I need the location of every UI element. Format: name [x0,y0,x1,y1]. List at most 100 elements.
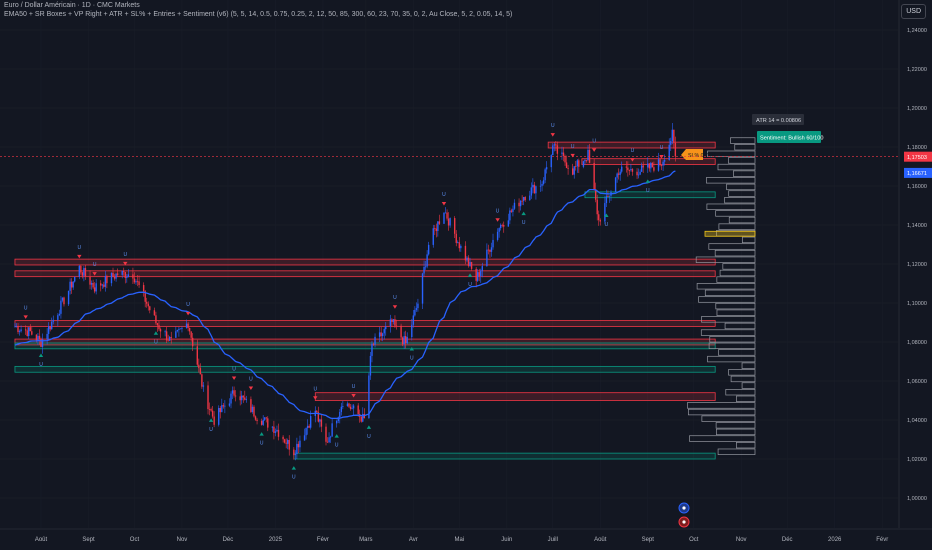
signal-letter: U [367,434,371,440]
volume-profile-row [715,302,756,310]
volume-profile-row [718,349,756,356]
candle-body [544,169,546,181]
candle-body [434,228,436,230]
candle-body [293,449,295,456]
volume-profile-row [724,196,756,204]
ema-line [14,170,676,420]
time-tick-label: Févr [317,537,329,543]
candle-body [165,331,168,341]
time-tick-label: Nov [736,537,747,543]
candle-body [271,426,274,428]
candle-body [411,324,413,338]
candle-body [155,315,157,324]
candle-body [104,276,107,287]
candle-body [31,331,33,335]
signal-letter: U [93,262,97,268]
candle-body [404,336,407,344]
candle-body [556,145,559,154]
candle-body [93,287,96,292]
time-tick-label: Juin [501,537,512,543]
candle-body [545,167,548,170]
sell-marker [570,153,575,158]
candle-body [123,270,125,272]
volume-profile-row [719,269,756,277]
time-tick-label: Août [35,537,48,543]
candle-body [178,328,180,330]
candle-body [571,168,574,175]
candle-body [41,339,44,347]
candle-body [438,221,441,224]
candle-body [115,273,117,279]
candle-body [61,297,64,301]
candle-body [637,174,640,176]
sell-marker [92,272,97,276]
candle-body [198,364,200,369]
candle-body [35,334,38,341]
candle-body [564,156,566,163]
candle-body [357,405,359,415]
candle-body [650,162,652,169]
sell-marker [123,261,128,266]
volume-profile-row [707,150,756,157]
candle-body [522,197,525,201]
buy-marker [38,353,44,357]
candle-body [84,268,87,277]
candle-body [371,343,373,356]
volume-profile-row [688,408,756,416]
candle-body [46,333,48,340]
candle-body [598,214,600,221]
candle-body [535,186,537,194]
candle-body [576,160,578,167]
currency-button[interactable]: USD [901,4,926,19]
candle-body [444,212,447,214]
candle-body [599,220,601,222]
candle-body [124,271,126,279]
candle-body [126,276,128,279]
candle-body [159,329,162,332]
candle-body [352,405,355,409]
candle-body [406,337,408,344]
candle-body [100,283,102,286]
candle-body [103,284,105,287]
candle-body [135,281,137,283]
time-tick-label: Sept [642,537,655,543]
candle-body [492,239,494,248]
volume-profile-row [722,263,756,270]
resistance-box [581,158,716,165]
candle-body [78,265,81,277]
candle-body [309,416,312,428]
candle-body [185,323,188,328]
ema-price-tag-bg [904,167,932,178]
signal-letter: U [352,384,356,390]
candle-body [481,266,483,271]
volume-profile-row [728,216,756,224]
candle-body [368,375,370,419]
candle-body [228,403,231,406]
buy-marker [259,432,264,436]
candle-body [40,338,42,347]
resistance-box [14,320,716,327]
volume-profile-row [707,355,756,363]
signal-letter: U [551,123,555,129]
candle-body [651,162,654,168]
price-tick-label: 1,24000 [907,28,927,34]
candle-body [670,140,672,145]
buy-marker [604,213,609,218]
volume-profile-row [716,309,756,316]
buy-marker [467,273,473,277]
time-tick-label: Sept [82,537,95,543]
candle-body [181,327,183,329]
candle-body [234,395,237,397]
volume-profile-row [695,256,756,263]
buy-marker [521,211,526,216]
price-tick-label: 1,22000 [907,67,927,73]
candle-body [668,144,670,161]
support-box [14,365,716,373]
candle-body [608,195,611,197]
candle-body [253,406,255,417]
candle-body [604,203,606,222]
candle-body [565,162,568,169]
candle-body [38,335,41,339]
candle-body [657,159,660,171]
